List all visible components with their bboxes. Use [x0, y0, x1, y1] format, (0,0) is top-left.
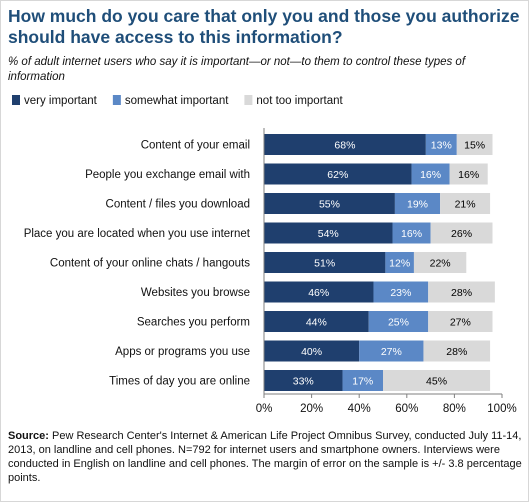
bar-segment: [368, 311, 429, 332]
bar-chart: very important somewhat important not too …: [12, 95, 517, 415]
legend-label-0: very important: [24, 95, 98, 107]
bar-segment: [394, 193, 441, 214]
chart-title: How much do you care that only you and t…: [8, 6, 520, 47]
x-tick-label: 0%: [256, 403, 273, 415]
bar-segment: [428, 281, 495, 303]
bar-value-label: 33%: [293, 376, 314, 388]
bar-segment: [264, 370, 343, 391]
category-label: Times of day you are online: [109, 376, 250, 388]
legend-label-1: somewhat important: [125, 95, 229, 107]
legend-swatch-1: [112, 95, 121, 105]
bar-value-label: 15%: [464, 140, 485, 152]
bar-value-label: 27%: [381, 346, 402, 358]
category-label: Websites you browse: [141, 287, 250, 299]
bar-value-label: 51%: [314, 258, 335, 270]
bar-segment: [264, 222, 393, 244]
x-tick-label: 40%: [348, 403, 371, 415]
bar-value-label: 40%: [301, 346, 322, 358]
bar-value-label: 23%: [390, 287, 411, 299]
category-label: Searches you perform: [137, 317, 250, 329]
bar-value-label: 12%: [389, 258, 410, 270]
source-note: Source: Pew Research Center's Internet &…: [8, 429, 523, 485]
bar-value-label: 44%: [306, 317, 327, 329]
bar-value-label: 55%: [319, 199, 340, 211]
bar-segment: [264, 193, 395, 214]
category-label: Place you are located when you use inter…: [24, 228, 251, 240]
category-label: Content of your online chats / hangouts: [50, 258, 250, 270]
bar-segment: [430, 222, 493, 244]
bar-value-label: 19%: [407, 199, 428, 211]
bar-segment: [413, 252, 467, 273]
chart-subtitle: % of adult internet users who say it is …: [8, 56, 466, 83]
category-label: Content / files you download: [106, 199, 250, 211]
bar-value-label: 28%: [451, 287, 472, 299]
source-text: Pew Research Center's Internet & America…: [8, 430, 522, 484]
bar-segment: [423, 340, 491, 362]
bar-segment: [264, 163, 412, 185]
bar-segment: [264, 311, 369, 332]
legend-swatch-2: [244, 95, 253, 105]
bar-value-label: 21%: [455, 199, 476, 211]
bar-value-label: 27%: [450, 317, 471, 329]
bar-segment: [392, 222, 431, 244]
bar-value-label: 62%: [327, 169, 348, 181]
legend-label-2: not too important: [256, 95, 343, 107]
bar-segment: [425, 134, 457, 155]
category-label: Apps or programs you use: [115, 346, 250, 358]
bar-value-label: 68%: [334, 140, 355, 152]
bar-value-label: 26%: [451, 228, 472, 240]
category-label: Content of your email: [141, 140, 250, 152]
bar-segment: [342, 370, 383, 391]
bar-value-label: 28%: [446, 346, 467, 358]
bar-segment: [449, 163, 488, 185]
bar-value-label: 25%: [388, 317, 409, 329]
bar-segment: [264, 134, 426, 155]
bar-segment: [428, 311, 493, 332]
bar-segment: [264, 340, 360, 362]
x-tick-label: 100%: [487, 403, 516, 415]
bar-value-label: 45%: [426, 376, 447, 388]
bar-value-label: 46%: [308, 287, 329, 299]
bar-segment: [264, 281, 374, 303]
bar-segment: [373, 281, 429, 303]
bar-value-label: 16%: [420, 169, 441, 181]
x-tick-label: 60%: [395, 403, 418, 415]
bar-value-label: 16%: [401, 228, 422, 240]
bar-value-label: 13%: [431, 140, 452, 152]
category-label: People you exchange email with: [85, 169, 250, 181]
bar-segment: [456, 134, 493, 155]
bar-value-label: 22%: [430, 258, 451, 270]
source-label: Source:: [8, 430, 49, 442]
bar-segment: [383, 370, 491, 391]
legend-swatch-0: [12, 95, 20, 105]
x-tick-label: 20%: [300, 403, 323, 415]
bar-value-label: 17%: [352, 376, 373, 388]
bar-segment: [385, 252, 414, 273]
bar-value-label: 16%: [458, 169, 479, 181]
bar-segment: [359, 340, 424, 362]
bar-segment: [264, 252, 386, 273]
x-tick-label: 80%: [443, 403, 466, 415]
bar-value-label: 54%: [318, 228, 339, 240]
bar-segment: [440, 193, 491, 214]
bar-segment: [411, 163, 450, 185]
